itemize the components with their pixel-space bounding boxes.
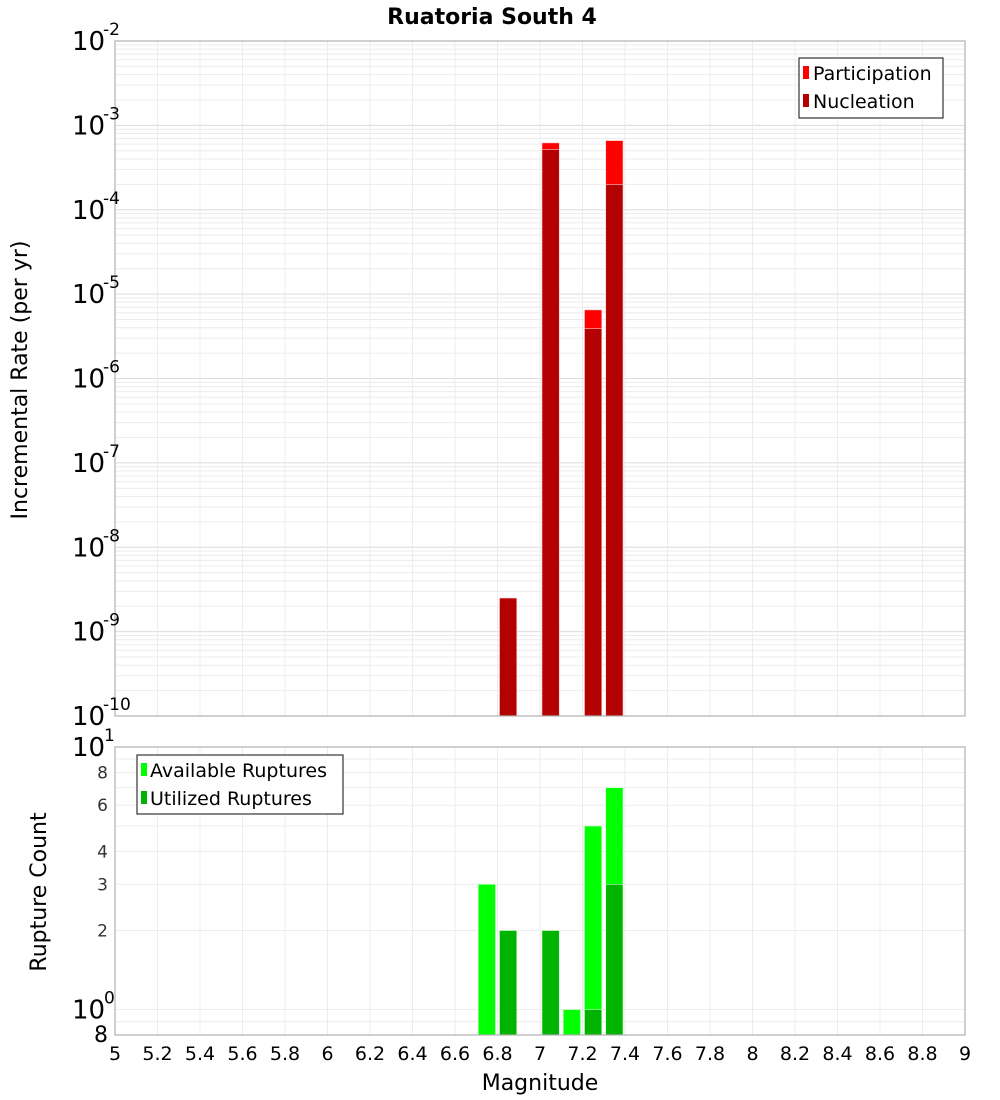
- x-tick-label: 6.6: [440, 1043, 470, 1065]
- x-tick-label: 7.4: [610, 1043, 640, 1065]
- x-tick-label: 6: [321, 1043, 333, 1065]
- bottom-plot-frame: [114, 746, 966, 1036]
- y-tick-exponent: 1: [104, 726, 115, 746]
- nucleation-bar: [499, 597, 518, 717]
- utilized-ruptures-bar: [541, 930, 560, 1036]
- y-tick-label: 10: [72, 365, 105, 395]
- x-axis-label: Magnitude: [482, 1071, 599, 1096]
- rate-plot: 10-210-310-410-510-610-710-810-910-10 In…: [8, 20, 966, 732]
- x-tick-label: 7.2: [567, 1043, 597, 1065]
- legend-available: Available Ruptures: [150, 760, 327, 782]
- y-tick-label: 10: [72, 196, 105, 226]
- y-tick-label: 8: [94, 1023, 108, 1048]
- x-tick-label: 6.8: [482, 1043, 512, 1065]
- available-swatch: [141, 763, 147, 776]
- y-tick-label: 10: [72, 449, 105, 479]
- x-tick-label: 5.8: [270, 1043, 300, 1065]
- participation-swatch: [803, 66, 809, 79]
- rate-bars: [499, 140, 624, 717]
- x-tick-label: 9: [959, 1043, 971, 1065]
- available-ruptures-bar: [562, 1009, 581, 1036]
- x-tick-label: 7.8: [695, 1043, 725, 1065]
- y-tick-label: 10: [72, 996, 105, 1026]
- legend-utilized: Utilized Ruptures: [150, 788, 312, 810]
- x-tick-label: 8.4: [822, 1043, 852, 1065]
- bottom-y-axis-label: Rupture Count: [27, 812, 52, 972]
- available-ruptures-bar: [584, 825, 603, 1036]
- top-plot-frame: [114, 40, 966, 717]
- x-tick-label: 7.6: [652, 1043, 682, 1065]
- y-tick-exponent: -4: [103, 189, 120, 209]
- y-tick-label: 10: [72, 618, 105, 648]
- x-tick-label: 7: [534, 1043, 546, 1065]
- top-legend-box: [798, 57, 944, 119]
- y-tick-label: 3: [97, 875, 108, 895]
- utilized-ruptures-bar: [499, 930, 518, 1036]
- top-y-axis-ticks: 10-210-310-410-510-610-710-810-910-10: [72, 20, 131, 732]
- legend-nucleation: Nucleation: [813, 91, 915, 113]
- y-tick-exponent: -7: [103, 442, 120, 462]
- utilized-swatch: [141, 791, 147, 804]
- chart-title: Ruatoria South 4: [387, 5, 597, 30]
- count-bars: [477, 787, 624, 1036]
- utilized-ruptures-bar: [584, 1009, 603, 1036]
- x-tick-label: 6.2: [355, 1043, 385, 1065]
- top-grid: [114, 41, 966, 717]
- x-tick-label: 8.2: [780, 1043, 810, 1065]
- bottom-legend: Available Ruptures Utilized Ruptures: [136, 754, 344, 815]
- y-tick-exponent: -9: [103, 611, 120, 631]
- x-tick-label: 5.4: [185, 1043, 215, 1065]
- top-y-axis-label: Incremental Rate (per yr): [8, 241, 33, 520]
- x-tick-label: 8: [746, 1043, 758, 1065]
- y-tick-label: 10: [72, 733, 105, 763]
- nucleation-bar: [541, 149, 560, 717]
- nucleation-bar: [584, 328, 603, 717]
- y-tick-exponent: -2: [103, 20, 120, 40]
- y-tick-label: 10: [72, 702, 105, 732]
- y-tick-label: 10: [72, 280, 105, 310]
- x-tick-label: 5.6: [227, 1043, 257, 1065]
- y-tick-label: 2: [97, 922, 108, 942]
- utilized-ruptures-bar: [605, 883, 624, 1036]
- available-ruptures-bar: [477, 883, 496, 1036]
- y-tick-exponent: -5: [103, 273, 120, 293]
- y-tick-label: 6: [97, 796, 108, 816]
- y-tick-label: 4: [97, 842, 108, 862]
- y-tick-label: 10: [72, 111, 105, 141]
- x-tick-label: 6.4: [397, 1043, 427, 1065]
- x-tick-label: 8.6: [865, 1043, 895, 1065]
- bottom-legend-box: [136, 754, 344, 815]
- legend-participation: Participation: [813, 63, 932, 85]
- y-tick-exponent: -6: [103, 358, 120, 378]
- y-tick-label: 8: [97, 763, 108, 783]
- x-tick-label: 8.8: [907, 1043, 937, 1065]
- x-tick-label: 5: [109, 1043, 121, 1065]
- top-legend: Participation Nucleation: [798, 57, 944, 119]
- nucleation-swatch: [803, 94, 809, 107]
- y-tick-label: 10: [72, 27, 105, 57]
- y-tick-exponent: -8: [103, 526, 120, 546]
- y-tick-exponent: 0: [104, 989, 115, 1009]
- y-tick-exponent: -10: [103, 695, 131, 715]
- x-axis-ticks: 5 5.2 5.4 5.6 5.8 6 6.2 6.4 6.6 6.8 7 7.2 7.4 7.6 7.8 8…: [109, 1043, 971, 1065]
- y-tick-exponent: -3: [103, 104, 120, 124]
- nucleation-bar: [605, 184, 624, 717]
- x-tick-label: 5.2: [142, 1043, 172, 1065]
- y-tick-label: 10: [72, 533, 105, 563]
